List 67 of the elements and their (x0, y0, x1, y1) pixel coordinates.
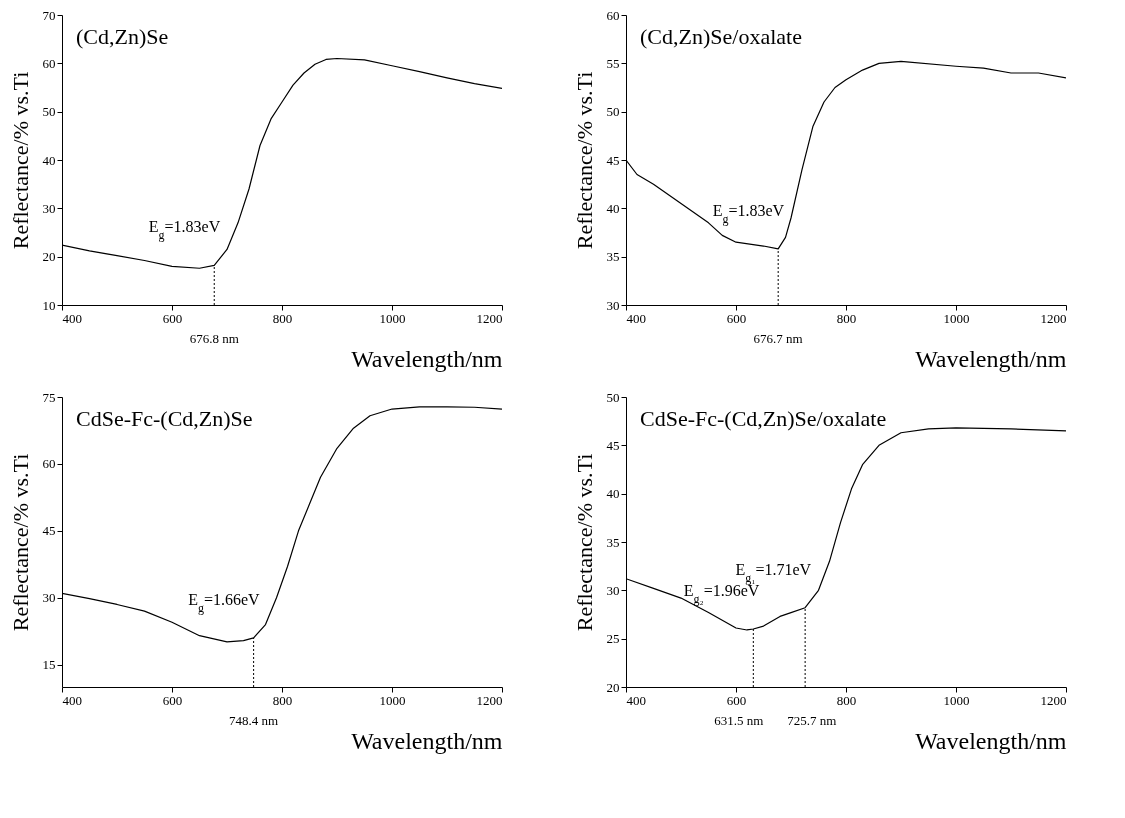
y-tick-label: 45 (42, 523, 56, 539)
x-tick-label: 800 (836, 310, 857, 326)
x-tick-label: 1200 (1040, 692, 1067, 708)
ref-line-label: 725.7 nm (787, 713, 837, 728)
chart-title: (Cd,Zn)Se/oxalate (640, 24, 802, 49)
chart-title: CdSe-Fc-(Cd,Zn)Se/oxalate (640, 406, 887, 431)
y-tick-label: 30 (42, 200, 56, 216)
y-axis-title: Reflectance/% vs.Ti (571, 71, 597, 250)
y-tick-label: 60 (42, 456, 56, 472)
x-axis-title: Wavelength/nm (915, 345, 1067, 372)
y-tick-label: 60 (42, 55, 56, 71)
x-tick-label: 800 (836, 692, 857, 708)
y-tick-label: 45 (606, 437, 620, 453)
x-tick-label: 800 (272, 310, 293, 326)
y-tick-label: 50 (606, 104, 620, 120)
annotation: E$_{g}$=1.83eV (712, 201, 785, 226)
ref-line-label: 748.4 nm (229, 713, 279, 728)
x-tick-label: 400 (626, 310, 646, 326)
annotation: E$_{g}$=1.83eV (148, 218, 221, 243)
y-axis-title: Reflectance/% vs.Ti (7, 71, 33, 250)
y-tick-label: 30 (606, 582, 620, 598)
chart-title: CdSe-Fc-(Cd,Zn)Se (76, 406, 253, 431)
y-tick-label: 40 (42, 152, 56, 168)
y-tick-label: 60 (606, 7, 620, 23)
x-tick-label: 1000 (379, 692, 406, 708)
y-tick-label: 45 (606, 152, 620, 168)
y-tick-label: 20 (606, 679, 620, 695)
y-tick-label: 70 (42, 7, 56, 23)
x-tick-label: 1200 (1040, 310, 1067, 326)
y-axis-title: Reflectance/% vs.Ti (571, 453, 597, 632)
y-tick-label: 30 (606, 297, 620, 313)
y-tick-label: 35 (606, 534, 620, 550)
y-tick-label: 15 (42, 657, 56, 673)
x-tick-label: 600 (162, 692, 183, 708)
y-tick-label: 35 (606, 249, 620, 265)
x-tick-label: 800 (272, 692, 293, 708)
x-tick-label: 400 (62, 692, 82, 708)
y-tick-label: 10 (42, 297, 56, 313)
x-tick-label: 1000 (943, 692, 970, 708)
y-tick-label: 20 (42, 249, 56, 265)
ref-line-label: 631.5 nm (714, 713, 764, 728)
y-tick-label: 50 (42, 104, 56, 120)
x-tick-label: 600 (726, 310, 747, 326)
x-tick-label: 1000 (379, 310, 406, 326)
annotation: E$_{g₁}$=1.71eV (735, 560, 812, 585)
y-tick-label: 25 (606, 631, 620, 647)
chart-title: (Cd,Zn)Se (76, 24, 169, 49)
x-axis-title: Wavelength/nm (915, 727, 1067, 754)
annotation: E$_{g}$=1.66eV (188, 590, 261, 615)
x-tick-label: 400 (62, 310, 82, 326)
ref-line-label: 676.8 nm (189, 331, 239, 346)
y-tick-label: 40 (606, 200, 620, 216)
y-tick-label: 40 (606, 486, 620, 502)
x-tick-label: 1200 (476, 310, 503, 326)
y-tick-label: 55 (606, 55, 620, 71)
y-tick-label: 30 (42, 590, 56, 606)
x-tick-label: 600 (726, 692, 747, 708)
ref-line-label: 676.7 nm (753, 331, 803, 346)
x-tick-label: 600 (162, 310, 183, 326)
x-axis-title: Wavelength/nm (351, 345, 503, 372)
x-axis-title: Wavelength/nm (351, 727, 503, 754)
x-tick-label: 1000 (943, 310, 970, 326)
x-tick-label: 1200 (476, 692, 503, 708)
y-axis-title: Reflectance/% vs.Ti (7, 453, 33, 632)
y-tick-label: 75 (42, 389, 56, 405)
y-tick-label: 50 (606, 389, 620, 405)
x-tick-label: 400 (626, 692, 646, 708)
